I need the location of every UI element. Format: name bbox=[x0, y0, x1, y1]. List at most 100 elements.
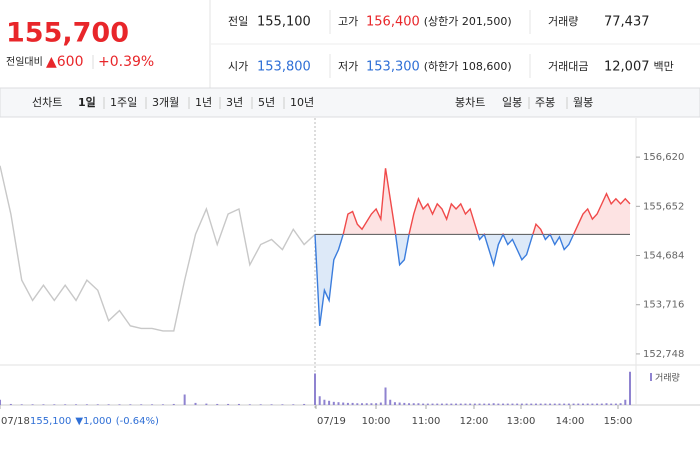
volume-bar bbox=[332, 401, 335, 405]
volume-bar bbox=[351, 402, 354, 405]
volume-bar bbox=[586, 403, 589, 405]
change-pct: +0.39% bbox=[98, 54, 154, 70]
volume-bar bbox=[384, 387, 387, 405]
volume-bar bbox=[445, 403, 448, 405]
volume-bar bbox=[553, 403, 556, 405]
volume-bar bbox=[346, 402, 349, 405]
info-value: 156,400 bbox=[366, 15, 420, 30]
volume-bar bbox=[473, 403, 476, 405]
volume-bar bbox=[129, 404, 132, 405]
info-label: 저가 bbox=[338, 60, 358, 73]
volume-bar bbox=[539, 403, 542, 405]
volume-bar bbox=[85, 404, 88, 405]
tab[interactable]: 1주일 bbox=[110, 95, 137, 109]
info-label: 거래대금 bbox=[548, 60, 588, 73]
volume-bar bbox=[42, 404, 45, 405]
volume-bar bbox=[64, 404, 67, 405]
tab[interactable]: 10년 bbox=[290, 96, 314, 109]
volume-bar bbox=[492, 403, 495, 405]
volume-bar bbox=[506, 403, 509, 405]
tab[interactable]: 일봉 bbox=[502, 95, 522, 109]
volume-bar bbox=[328, 400, 331, 405]
y-tick-label: 155,652 bbox=[643, 201, 684, 212]
info-value: 153,300 bbox=[366, 60, 420, 75]
volume-bar bbox=[118, 404, 121, 405]
volume-bar bbox=[227, 403, 230, 405]
info-label: 거래량 bbox=[548, 15, 578, 28]
volume-bar bbox=[337, 402, 340, 405]
volume-bar bbox=[314, 373, 316, 405]
volume-bar bbox=[487, 403, 490, 405]
footer-price: 155,100 bbox=[30, 416, 71, 427]
x-tick-label: 13:00 bbox=[507, 416, 536, 427]
volume-bar bbox=[534, 403, 537, 405]
volume-bar bbox=[610, 403, 613, 405]
volume-bar bbox=[412, 403, 415, 405]
x-tick-label: 10:00 bbox=[362, 416, 391, 427]
volume-bar bbox=[516, 403, 519, 405]
volume-bar bbox=[205, 403, 208, 405]
tab[interactable]: 1일 bbox=[78, 95, 96, 109]
volume-bar bbox=[403, 402, 406, 405]
y-tick-label: 156,620 bbox=[643, 152, 684, 163]
tab[interactable]: 주봉 bbox=[535, 96, 555, 109]
volume-bar bbox=[483, 403, 486, 405]
tab[interactable]: 1년 bbox=[195, 96, 212, 109]
volume-bar bbox=[436, 403, 439, 405]
x-tick-label: 07/18 bbox=[1, 416, 30, 427]
volume-bar bbox=[530, 403, 533, 405]
info-value: 12,007 bbox=[604, 60, 650, 75]
volume-bar bbox=[614, 403, 617, 405]
volume-bar bbox=[292, 404, 295, 405]
volume-bar bbox=[624, 399, 627, 405]
x-tick-label: 14:00 bbox=[556, 416, 585, 427]
volume-bar bbox=[323, 399, 326, 405]
price: 155,700 bbox=[6, 18, 129, 49]
volume-bar bbox=[361, 403, 364, 405]
volume-bar bbox=[426, 403, 429, 405]
volume-bar bbox=[619, 403, 622, 405]
volume-bar bbox=[591, 403, 594, 405]
tab[interactable]: 3년 bbox=[226, 96, 243, 109]
volume-bar bbox=[469, 403, 472, 405]
tab[interactable]: 5년 bbox=[258, 96, 275, 109]
volume-bar bbox=[450, 403, 453, 405]
footer-change: ▼1,000 bbox=[75, 416, 111, 427]
volume-bar bbox=[140, 404, 143, 405]
volume-bar bbox=[161, 404, 164, 405]
volume-bar bbox=[525, 403, 528, 405]
volume-bar bbox=[600, 403, 603, 405]
volume-bar bbox=[96, 404, 99, 405]
volume-bar bbox=[281, 404, 284, 405]
volume-bar bbox=[563, 403, 566, 405]
volume-bar bbox=[629, 371, 631, 405]
tab-bar bbox=[0, 87, 700, 118]
volume-bar bbox=[259, 404, 262, 405]
volume-bar bbox=[596, 403, 599, 405]
volume-bar bbox=[558, 403, 561, 405]
y-tick-label: 154,684 bbox=[643, 251, 684, 262]
tab[interactable]: 3개월 bbox=[152, 96, 179, 109]
x-tick-label: 11:00 bbox=[412, 416, 441, 427]
tab-label: 봉차트 bbox=[455, 96, 485, 109]
info-label: 전일 bbox=[228, 14, 248, 28]
y-tick-label: 152,748 bbox=[643, 349, 684, 360]
tab[interactable]: 월봉 bbox=[573, 96, 593, 109]
info-label: 고가 bbox=[338, 15, 358, 28]
volume-bar bbox=[183, 394, 186, 405]
y-tick-label: 153,716 bbox=[643, 300, 684, 311]
price-line-up bbox=[314, 168, 631, 235]
volume-bar bbox=[53, 404, 56, 405]
change-label: 전일대비 bbox=[6, 56, 43, 68]
volume-bar bbox=[375, 403, 378, 405]
volume-bar bbox=[567, 403, 570, 405]
volume-bar bbox=[379, 402, 382, 405]
volume-bar bbox=[151, 404, 154, 405]
price-line bbox=[0, 165, 316, 332]
volume-bar bbox=[577, 403, 580, 405]
volume-bar bbox=[544, 403, 547, 405]
x-tick-label: 15:00 bbox=[604, 416, 633, 427]
volume-bar bbox=[502, 403, 505, 405]
legend-swatch bbox=[650, 373, 652, 381]
